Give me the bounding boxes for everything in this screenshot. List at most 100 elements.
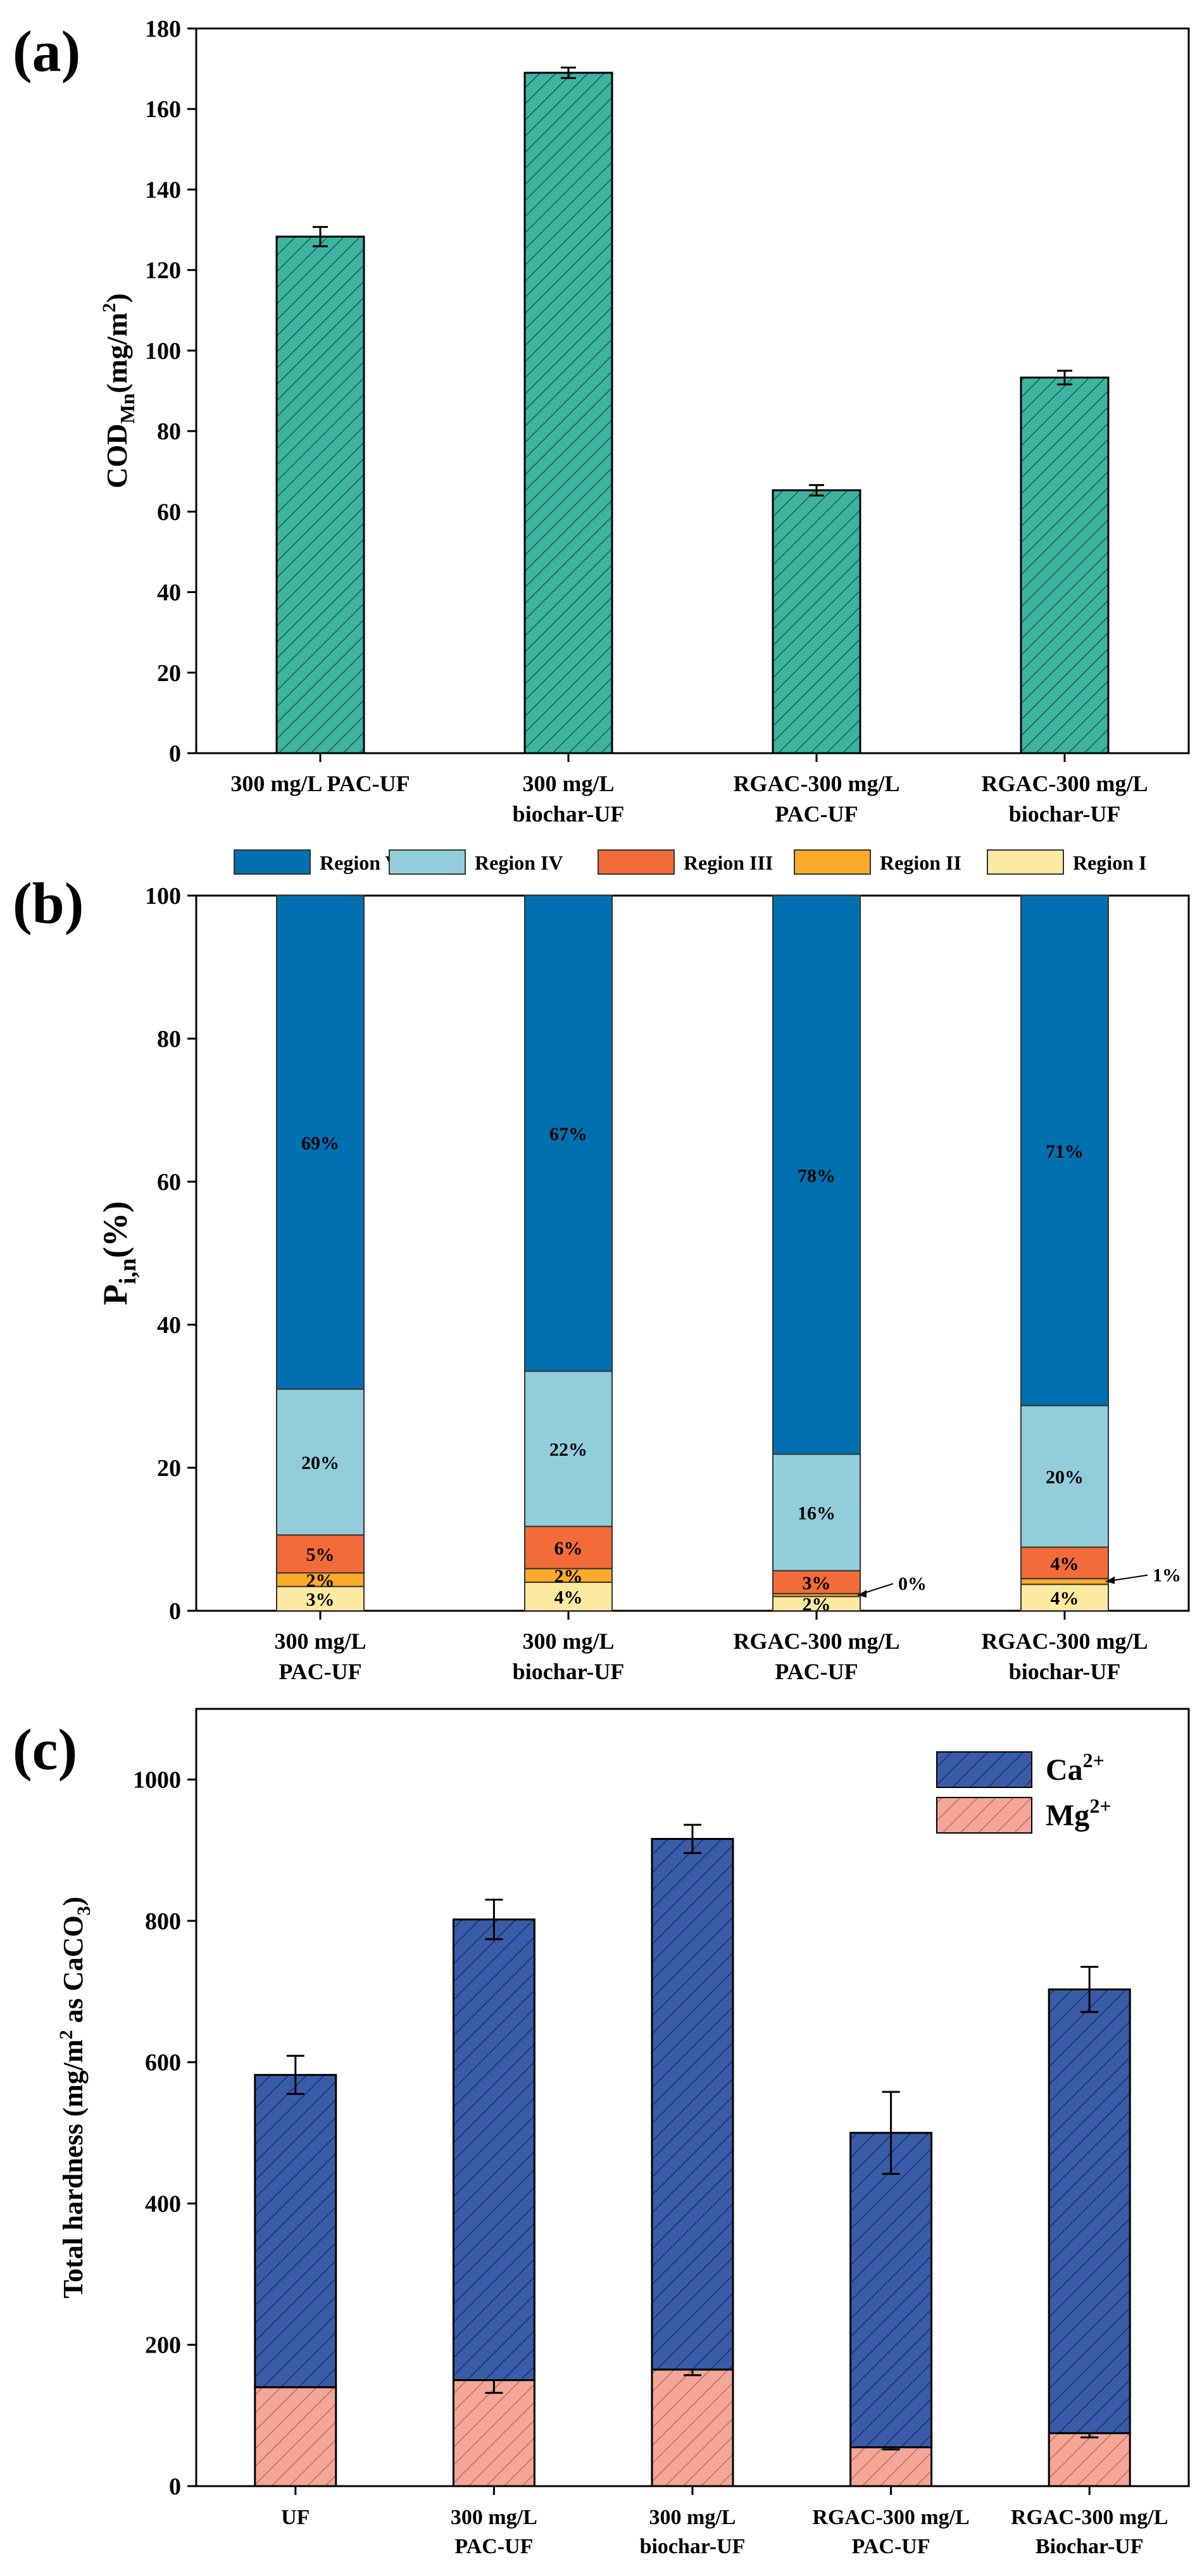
panel-label-a: (a) (13, 19, 80, 84)
a-y-tick-label: 100 (145, 338, 181, 365)
b-segment-region-iii (276, 1534, 365, 1574)
b-legend-label: Region I (1073, 851, 1146, 874)
b-x-tick-label: PAC-UF (775, 1659, 858, 1684)
b-segment-label: 5% (306, 1544, 335, 1565)
b-segment-region-i (276, 1585, 365, 1612)
b-segment-label: 16% (798, 1503, 836, 1524)
c-segment-ca (452, 1918, 535, 2382)
a-y-axis-label: CODMn(mg/m2) (99, 293, 139, 488)
c-segment-ca (849, 2132, 933, 2449)
b-segment-label: 4% (1051, 1553, 1079, 1574)
b-segment-region-iv (276, 1388, 365, 1536)
c-legend-swatch (936, 1797, 1032, 1834)
b-segment-region-iv (524, 1370, 613, 1527)
b-segment-region-v (1020, 895, 1109, 1406)
c-x-tick-label: biochar-UF (640, 2535, 746, 2558)
b-segment-region-iii (524, 1525, 613, 1570)
a-bar (1020, 377, 1110, 754)
c-x-tick-label: RGAC-300 mg/L (1011, 2506, 1168, 2529)
b-legend-swatch (794, 849, 871, 875)
a-bar (275, 235, 365, 754)
b-y-axis-label: Pi,n(%) (96, 1201, 141, 1305)
a-y-tick-label: 120 (145, 258, 181, 284)
a-x-tick-label: RGAC-300 mg/L (734, 771, 900, 796)
b-x-tick-label: 300 mg/L (522, 1629, 614, 1654)
c-legend-label: Ca2+ (1046, 1749, 1105, 1787)
b-y-tick-label: 20 (157, 1455, 181, 1482)
b-segment-label: 2% (306, 1570, 335, 1591)
c-legend-swatch (936, 1751, 1032, 1788)
b-segment-region-iv (772, 1453, 861, 1572)
b-legend-label: Region III (684, 851, 773, 874)
a-y-tick-label: 40 (157, 580, 181, 606)
c-segment-ca (254, 2073, 337, 2389)
c-y-tick-label: 0 (169, 2473, 181, 2500)
c-x-tick-label: PAC-UF (454, 2535, 533, 2558)
b-segment-region-i (1020, 1584, 1109, 1611)
c-y-tick-label: 800 (145, 1908, 181, 1935)
c-x-tick-label: Biochar-UF (1036, 2535, 1144, 2558)
b-x-tick-label: RGAC-300 mg/L (982, 1629, 1148, 1654)
b-y-tick-label: 60 (157, 1169, 181, 1196)
b-annotation-arrowhead (1106, 1576, 1115, 1584)
c-segment-mg (254, 2386, 337, 2487)
b-segment-region-v (276, 895, 365, 1390)
c-x-tick-label: RGAC-300 mg/L (812, 2506, 969, 2529)
a-y-tick-label: 0 (169, 741, 181, 767)
b-y-tick-label: 0 (169, 1598, 181, 1625)
a-bar (523, 72, 613, 754)
b-segment-label: 6% (554, 1538, 583, 1559)
c-x-tick-label: UF (281, 2506, 310, 2529)
a-x-tick-label: biochar-UF (513, 801, 625, 827)
b-segment-label: 71% (1046, 1141, 1084, 1162)
b-segment-label: 69% (301, 1133, 339, 1154)
a-y-tick-label: 60 (157, 499, 181, 525)
b-y-tick-label: 100 (145, 883, 181, 910)
panel-b-region-chart: 0 20 40 60 80 100 300 mg/L PAC-UF 300 mg/L biocha… (96, 849, 1190, 1684)
panel-label-c: (c) (13, 1717, 77, 1782)
b-segment-label: 78% (798, 1165, 836, 1186)
b-y-tick-label: 40 (157, 1312, 181, 1339)
b-plot-frame (195, 894, 1190, 1612)
b-annotation-label: 1% (1153, 1565, 1181, 1586)
b-x-tick-label: 300 mg/L (274, 1629, 366, 1654)
c-y-tick-label: 400 (145, 2191, 181, 2217)
c-segment-ca (651, 1837, 734, 2371)
c-y-tick-label: 600 (145, 2049, 181, 2076)
panel-a-cod-chart: 0 20 40 60 80 100 120 140 160 180 300 mg/L PAC-UF 3… (99, 16, 1190, 827)
b-x-tick-label: biochar-UF (1009, 1659, 1121, 1684)
b-segment-region-iii (1020, 1546, 1109, 1580)
b-x-tick-label: biochar-UF (513, 1659, 625, 1684)
c-segment-mg (452, 2379, 535, 2487)
a-x-tick-label: biochar-UF (1009, 801, 1121, 827)
a-y-tick-label: 180 (145, 16, 181, 42)
b-segment-region-v (524, 895, 613, 1372)
b-segment-label: 2% (554, 1566, 583, 1587)
b-x-tick-label: PAC-UF (279, 1659, 361, 1684)
b-segment-label: 3% (803, 1573, 831, 1594)
a-x-tick-label: RGAC-300 mg/L (982, 771, 1148, 796)
b-segment-region-iv (1020, 1404, 1109, 1548)
a-plot-frame (195, 27, 1190, 754)
c-segment-mg (849, 2446, 933, 2487)
b-segment-region-v (772, 895, 861, 1455)
panel-c-hardness-chart: 0 200 400 600 800 1000 UF 300 mg/L PAC-UF 300 mg/… (56, 1708, 1190, 2558)
b-legend-swatch (389, 849, 466, 875)
a-x-tick-label: PAC-UF (775, 801, 858, 827)
a-y-tick-label: 140 (145, 177, 181, 203)
a-bar (772, 489, 861, 754)
b-legend-swatch (234, 849, 311, 875)
c-segment-mg (1048, 2432, 1131, 2487)
c-y-axis-label: Total hardness (mg/m2 as CaCO3) (56, 1897, 94, 2299)
c-legend-label: Mg2+ (1046, 1794, 1111, 1832)
a-x-tick-label: 300 mg/L (522, 771, 614, 796)
c-x-tick-label: 300 mg/L (649, 2506, 736, 2529)
b-segment-label: 20% (1046, 1467, 1084, 1488)
b-segment-label: 4% (554, 1587, 583, 1608)
a-y-tick-label: 160 (145, 96, 181, 123)
a-x-tick-label: 300 mg/L PAC-UF (230, 771, 410, 796)
c-segment-ca (1048, 1988, 1131, 2434)
b-segment-region-ii (1020, 1578, 1109, 1585)
b-segment-label: 22% (549, 1439, 587, 1460)
